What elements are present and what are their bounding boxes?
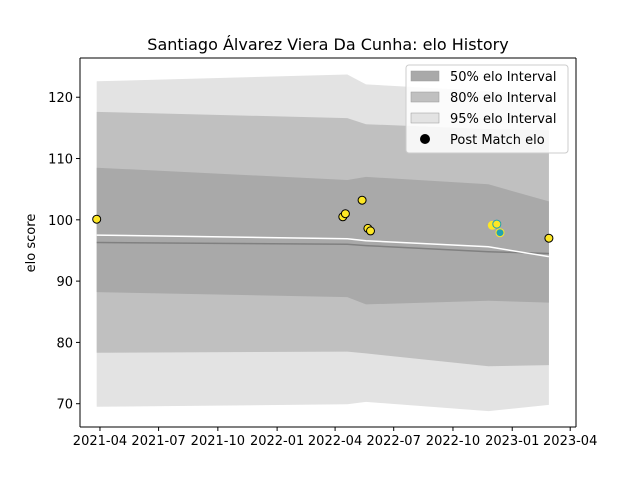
legend-label-2: 95% elo Interval <box>450 112 557 127</box>
y-tick-label-3: 100 <box>48 214 73 229</box>
y-tick-label-1: 80 <box>56 336 73 351</box>
plot-area <box>92 74 554 412</box>
median-line <box>96 241 549 255</box>
legend-label-0: 50% elo Interval <box>450 70 557 85</box>
legend-label-1: 80% elo Interval <box>450 91 557 106</box>
interval-band-2 <box>96 167 549 305</box>
legend-label-3: Post Match elo <box>450 133 545 148</box>
legend-box <box>405 64 569 154</box>
y-tick-label-2: 90 <box>56 275 73 290</box>
y-tick-label-5: 120 <box>48 91 73 106</box>
legend-swatch-0 <box>410 70 440 82</box>
data-point-0-8 <box>495 228 505 238</box>
legend-marker-3 <box>420 134 430 144</box>
data-point-0-9 <box>544 233 554 243</box>
legend-swatch-2 <box>410 112 440 124</box>
x-tick-label-5: 2022-07 <box>367 434 421 449</box>
axes: 2021-04 2021-07 2021-10 2022-01 2022-04 2022-… <box>48 57 597 449</box>
x-tick-label-0: 2021-04 <box>73 434 127 449</box>
chart-title: Santiago Álvarez Viera Da Cunha: elo His… <box>147 35 508 54</box>
x-tick-label-2: 2021-10 <box>191 434 245 449</box>
x-tick-label-8: 2023-04 <box>543 434 597 449</box>
y-tick-label-4: 110 <box>48 153 73 168</box>
data-point-0-3 <box>357 195 367 205</box>
x-tick-label-4: 2022-04 <box>308 434 362 449</box>
data-point-0-2 <box>340 209 350 219</box>
data-point-0-7 <box>492 219 502 229</box>
mean-line <box>96 234 550 258</box>
legend: 50% elo Interval 80% elo Interval 95% elo … <box>405 64 569 154</box>
data-point-0-0 <box>92 214 102 224</box>
data-point-0-5 <box>366 226 375 236</box>
y-axis-label: elo score <box>24 214 39 273</box>
x-tick-label-3: 2022-01 <box>250 434 304 449</box>
legend-swatch-1 <box>410 91 440 103</box>
x-tick-label-1: 2021-07 <box>131 434 185 449</box>
x-tick-label-6: 2022-10 <box>426 434 480 449</box>
y-tick-label-0: 70 <box>56 398 73 413</box>
x-tick-label-7: 2023-01 <box>485 434 539 449</box>
